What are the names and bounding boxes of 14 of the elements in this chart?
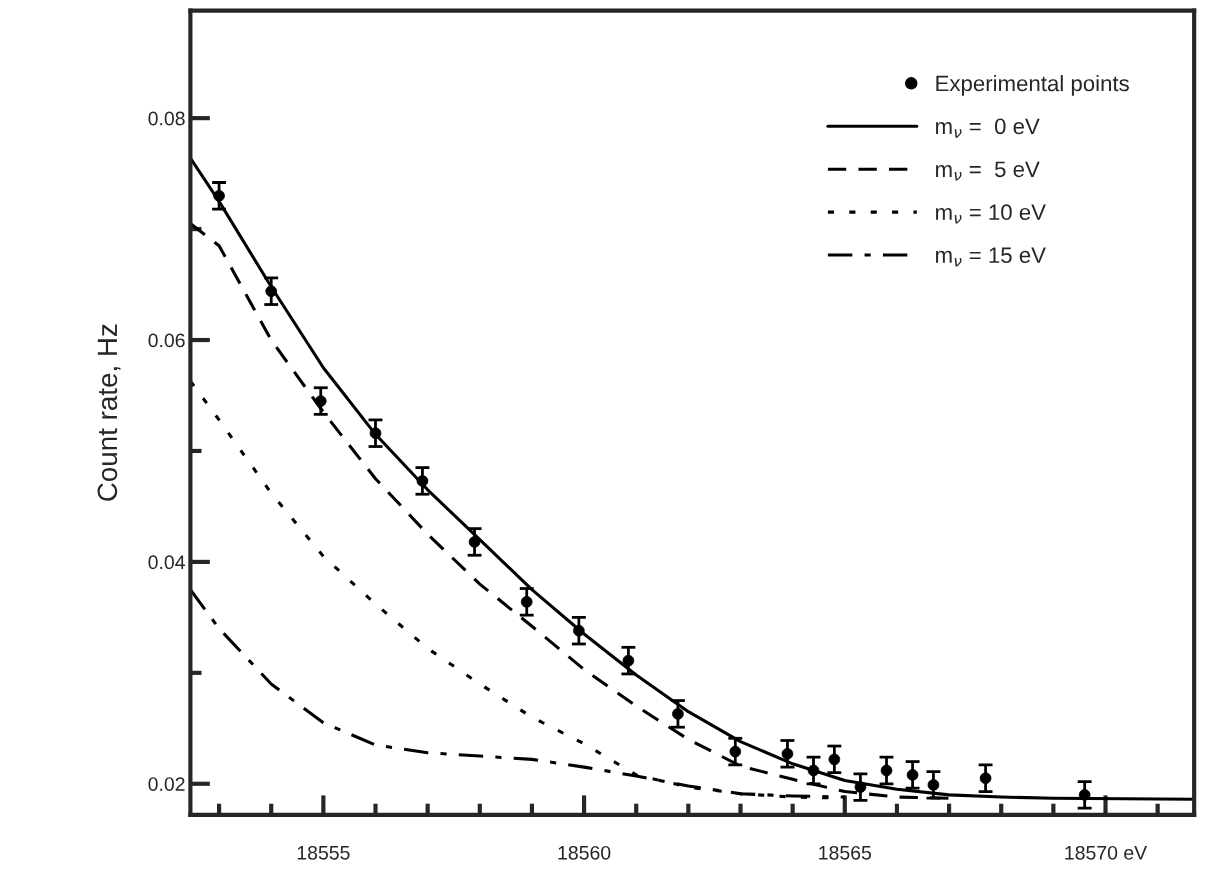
y-tick-label: 0.06: [148, 333, 185, 348]
y-tick-label: 0.04: [148, 555, 185, 570]
legend-label: m$_{ν}$ = 10 eV: [936, 204, 1046, 224]
y-axis-title: Count rate, Hz: [97, 324, 121, 501]
x-tick-label: 18555: [297, 845, 350, 860]
legend-label: m$_{ν}$ = 5 eV: [936, 161, 1040, 181]
y-tick-label: 0.02: [148, 777, 185, 792]
legend-label: Experimental points: [936, 74, 1129, 96]
x-tick-label: 18560: [558, 845, 611, 860]
legend-label: m$_{ν}$ = 0 eV: [936, 118, 1040, 138]
x-tick-label: 18565: [819, 845, 872, 860]
x-tick-label: 18570 eV: [1065, 845, 1148, 860]
y-tick-label: 0.08: [148, 111, 185, 126]
legend-label: m$_{ν}$ = 15 eV: [936, 247, 1046, 267]
